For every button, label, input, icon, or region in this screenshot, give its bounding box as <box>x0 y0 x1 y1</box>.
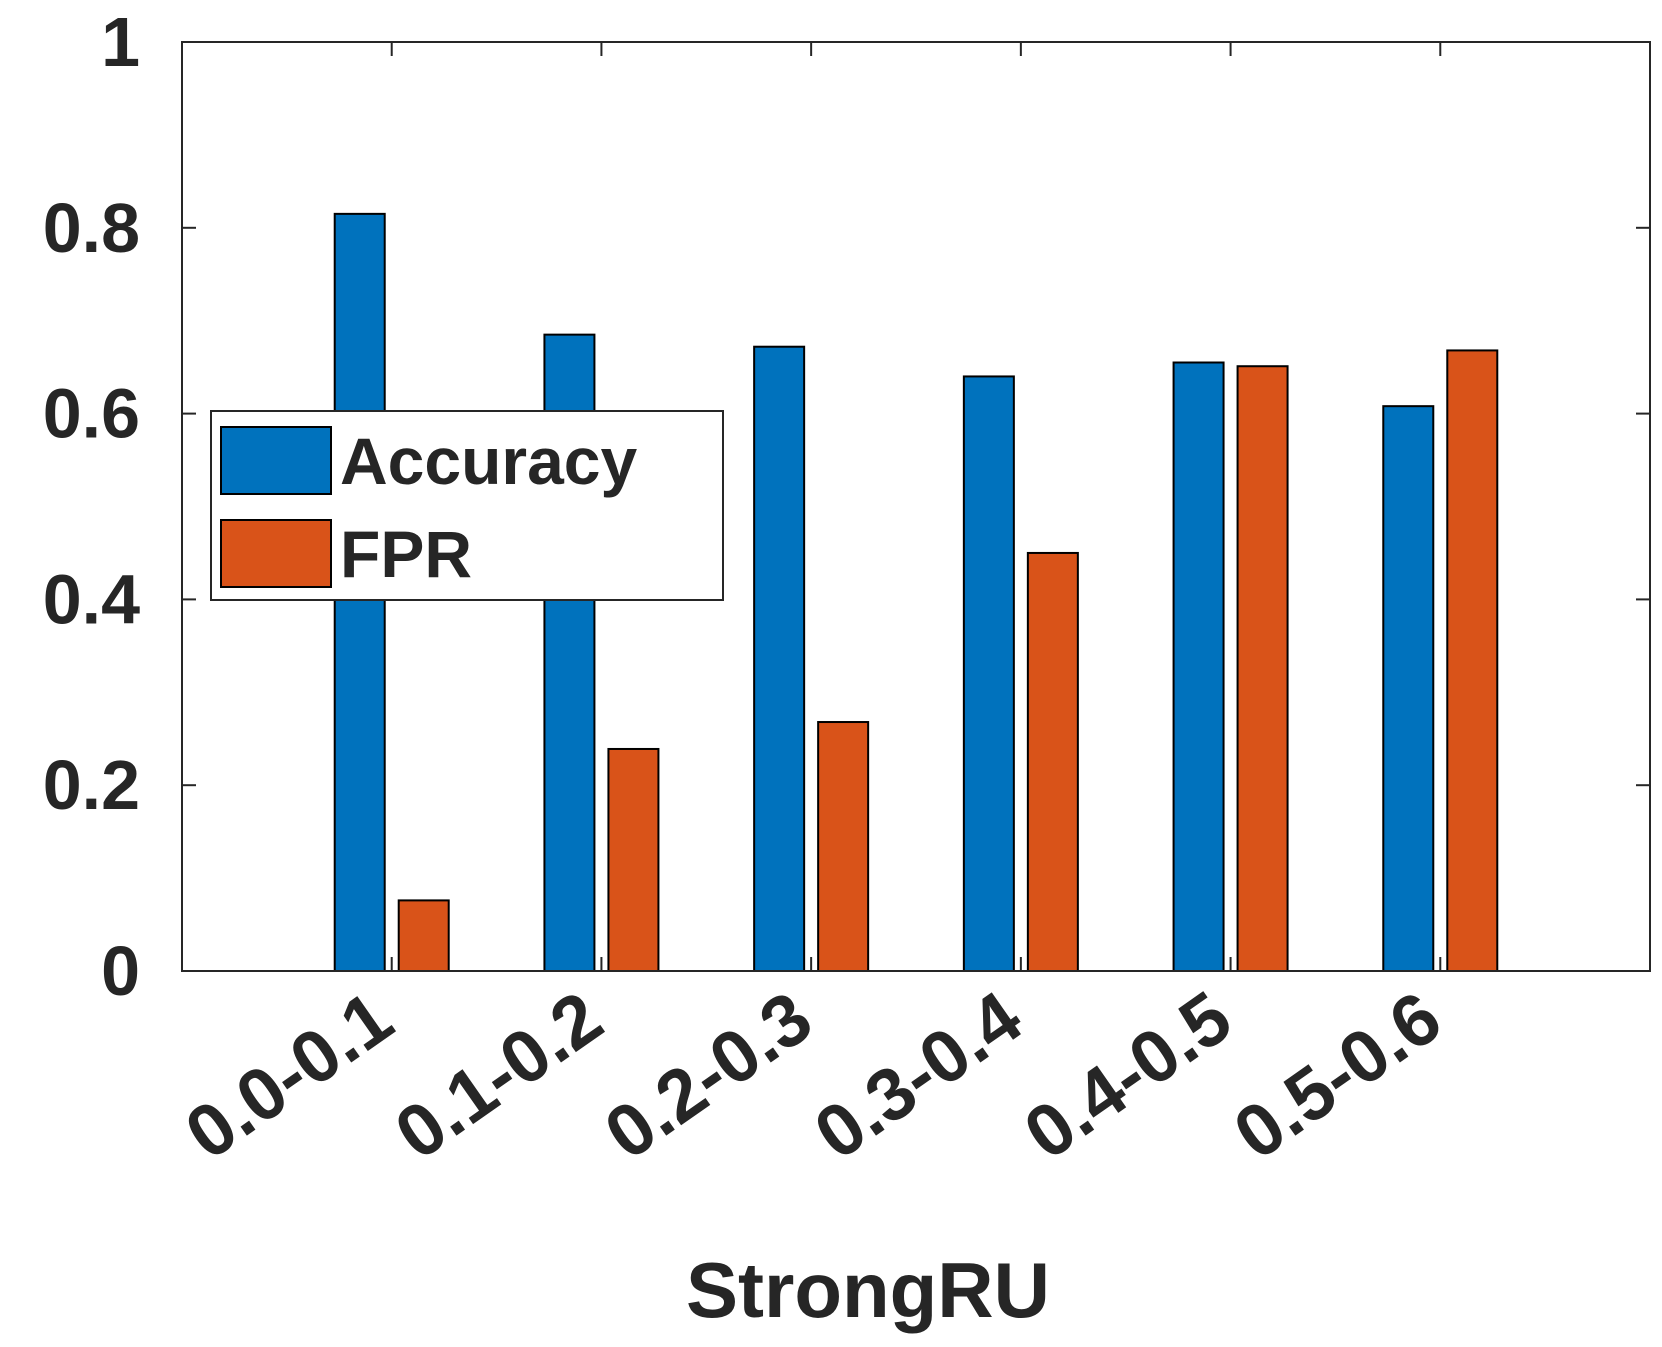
x-tick-labels: 0.0-0.10.1-0.20.2-0.30.3-0.40.4-0.50.5-0… <box>171 975 1456 1175</box>
legend-label-accuracy: Accuracy <box>340 424 637 498</box>
y-tick-labels: 0 0.2 0.4 0.6 0.8 1 <box>43 3 140 1010</box>
plot-frame <box>181 41 1651 972</box>
y-tick-label: 0.4 <box>43 560 140 638</box>
bar-fpr-0.3-0.4 <box>1026 551 1079 972</box>
x-tick-label: 0.3-0.4 <box>800 975 1036 1175</box>
y-tick-label: 0 <box>101 932 140 1010</box>
x-tick-label: 0.2-0.3 <box>590 975 826 1175</box>
legend: Accuracy FPR <box>210 410 724 601</box>
bar-fpr-0.5-0.6 <box>1446 349 1499 973</box>
bars-layer <box>333 212 1499 973</box>
bar-accuracy-0.3-0.4 <box>962 375 1015 972</box>
x-tick-label: 0.0-0.1 <box>171 975 407 1175</box>
legend-swatch-fpr <box>220 519 332 588</box>
x-tick-label: 0.1-0.2 <box>380 975 616 1175</box>
y-tick-label: 0.8 <box>43 189 140 267</box>
legend-label-fpr: FPR <box>340 517 472 591</box>
bar-fpr-0.1-0.2 <box>607 747 660 972</box>
y-tick-label: 1 <box>101 3 140 81</box>
ticks-layer <box>182 41 1650 972</box>
bar-accuracy-0.4-0.5 <box>1172 361 1225 972</box>
bar-fpr-0.0-0.1 <box>397 899 450 972</box>
x-tick-label: 0.4-0.5 <box>1009 975 1245 1175</box>
bar-accuracy-0.5-0.6 <box>1382 405 1435 972</box>
y-tick-label: 0.2 <box>43 746 140 824</box>
bar-fpr-0.2-0.3 <box>817 721 870 973</box>
x-tick-label: 0.5-0.6 <box>1219 975 1455 1175</box>
x-axis-label: StrongRU <box>686 1246 1050 1334</box>
bar-accuracy-0.2-0.3 <box>753 345 806 973</box>
bar-fpr-0.4-0.5 <box>1236 365 1289 972</box>
y-tick-label: 0.6 <box>43 375 140 453</box>
legend-swatch-accuracy <box>220 426 332 495</box>
